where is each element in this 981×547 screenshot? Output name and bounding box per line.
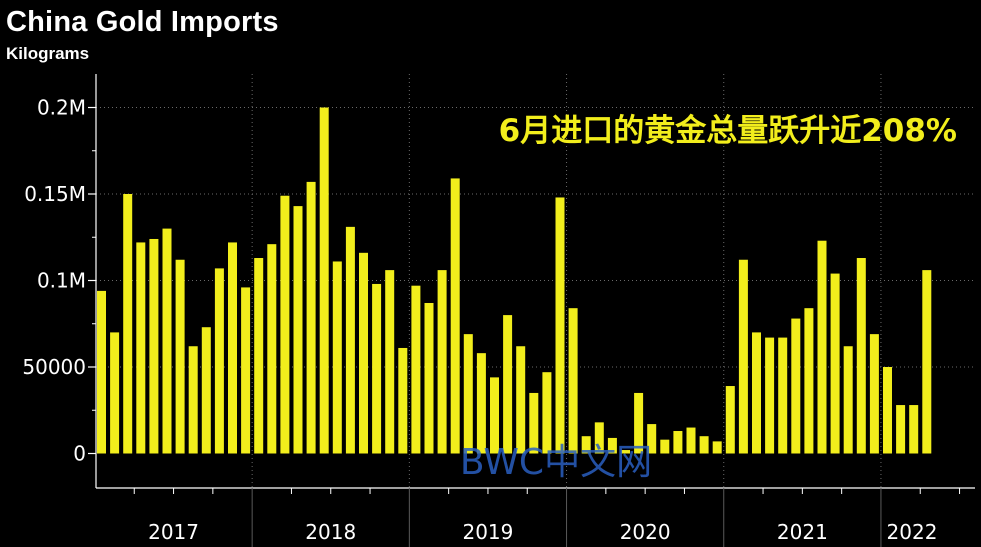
- y-tick-label: 0.2M: [37, 96, 86, 120]
- bar: [254, 258, 264, 454]
- bar: [463, 334, 473, 454]
- bar: [214, 268, 224, 454]
- bar: [804, 308, 814, 454]
- bar: [136, 242, 146, 454]
- bar: [110, 332, 120, 454]
- bar: [712, 441, 722, 454]
- x-year-label: 2020: [620, 520, 671, 544]
- bar: [476, 353, 486, 454]
- y-tick-label: 50000: [22, 355, 86, 379]
- bar: [201, 327, 211, 454]
- bar: [123, 194, 133, 454]
- bar: [752, 332, 761, 454]
- chart-subtitle: Kilograms: [6, 44, 90, 63]
- bar: [778, 337, 788, 454]
- bar: [568, 308, 578, 454]
- x-year-label: 2021: [777, 520, 828, 544]
- bar: [345, 226, 355, 454]
- bar: [424, 302, 434, 454]
- bar: [398, 347, 408, 454]
- bar: [699, 436, 709, 454]
- bar: [411, 285, 421, 454]
- bar: [175, 259, 185, 454]
- bar: [594, 422, 604, 454]
- bar: [634, 392, 644, 454]
- bar: [765, 337, 775, 454]
- bar: [738, 259, 748, 454]
- bar: [450, 178, 460, 454]
- bar: [162, 228, 172, 454]
- x-year-label: 2017: [148, 520, 199, 544]
- x-year-label: 2022: [887, 520, 938, 544]
- bar: [843, 346, 853, 454]
- annotation-text: 6月进口的黄金总量跃升近208%: [499, 113, 957, 149]
- bar: [516, 346, 526, 454]
- bar: [267, 244, 277, 454]
- bar: [896, 405, 906, 454]
- bar: [909, 405, 919, 454]
- bar: [555, 197, 565, 454]
- bar: [869, 334, 879, 454]
- bar: [385, 270, 395, 454]
- bar-series: [97, 107, 932, 454]
- bar: [188, 346, 198, 454]
- watermark-text: BWC中文网: [460, 442, 652, 483]
- bar: [673, 431, 683, 454]
- x-year-label: 2019: [462, 520, 513, 544]
- bar: [922, 270, 932, 454]
- bar: [686, 427, 696, 454]
- y-tick-label: 0: [73, 442, 86, 466]
- y-ticks: 0 50000 0.1M 0.15M 0.2M: [22, 96, 96, 466]
- bar: [97, 290, 106, 454]
- bar: [621, 450, 630, 454]
- bar: [306, 181, 316, 454]
- x-ticks: 2017 2018 2019 2020 2021 2022: [133, 488, 961, 547]
- bar: [529, 392, 539, 454]
- bar: [830, 273, 840, 454]
- bar: [293, 206, 303, 454]
- bar: [791, 318, 801, 454]
- bar: [280, 195, 290, 454]
- bar: [607, 437, 617, 454]
- bar: [647, 424, 657, 454]
- bar: [660, 439, 670, 454]
- bar: [503, 315, 513, 454]
- bar: [149, 238, 159, 454]
- x-year-label: 2018: [305, 520, 356, 544]
- bar: [319, 107, 329, 454]
- chart-title: China Gold Imports: [6, 6, 279, 38]
- bar: [817, 240, 827, 454]
- bar: [241, 287, 251, 454]
- bar: [228, 242, 237, 454]
- y-tick-label: 0.15M: [24, 182, 86, 206]
- bar: [359, 252, 368, 454]
- bar: [581, 436, 591, 454]
- bar: [883, 367, 892, 454]
- gridlines: [96, 74, 975, 488]
- bar: [490, 377, 499, 454]
- bar: [725, 386, 735, 454]
- bar: [437, 270, 447, 454]
- bar: [332, 261, 342, 454]
- bar: [542, 372, 552, 454]
- y-tick-label: 0.1M: [37, 269, 86, 293]
- bar: [856, 258, 866, 454]
- bar: [372, 283, 382, 454]
